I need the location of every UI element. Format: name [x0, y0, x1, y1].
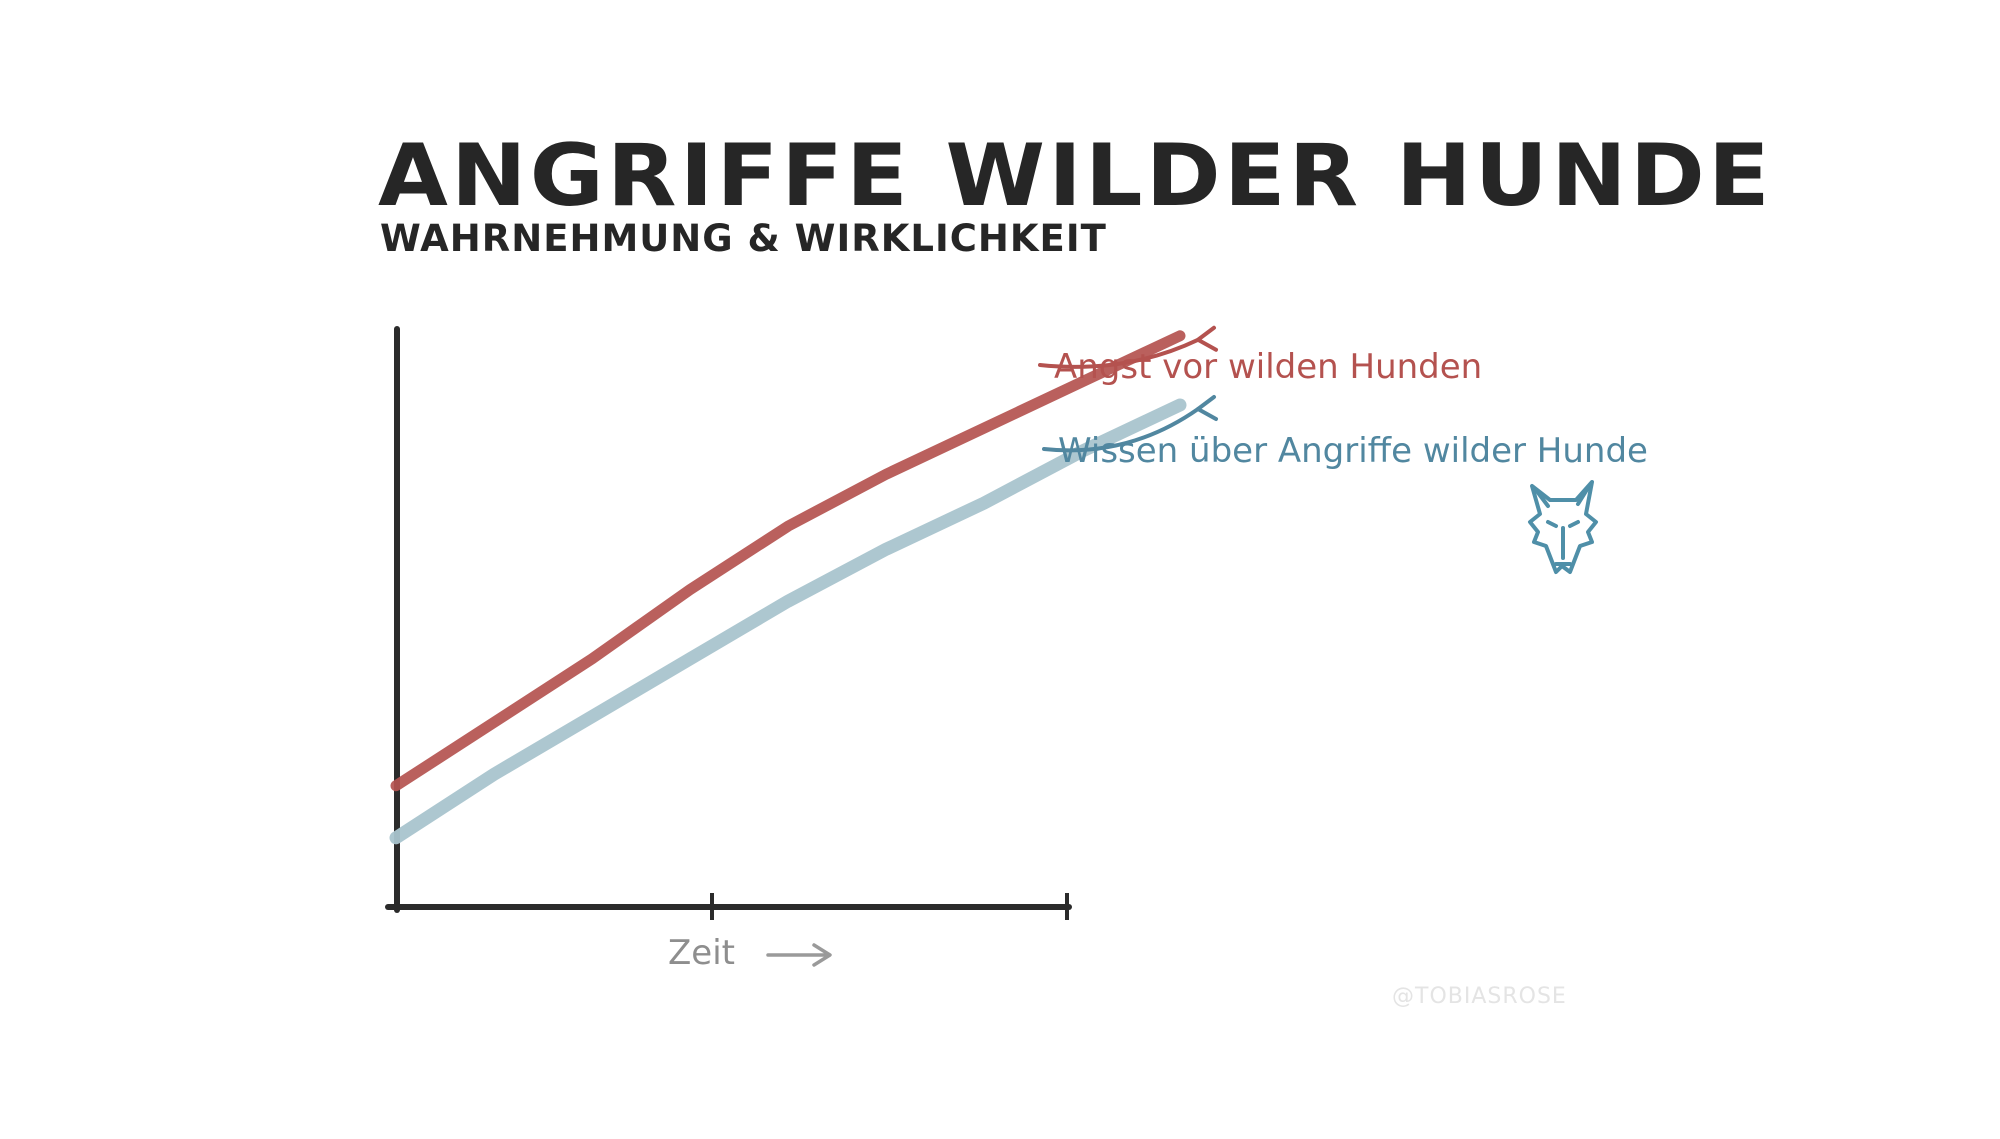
- series-label-2: Wissen über Angriffe wilder Hunde: [1058, 431, 1648, 471]
- dog-snout: [1554, 526, 1572, 566]
- author-credit: @TOBIASROSE: [1392, 984, 1567, 1009]
- chart-subtitle: WAHRNEHMUNG & WIRKLICHKEIT: [380, 217, 1107, 260]
- dog-head-outline: [1528, 480, 1598, 574]
- series-lines: [389, 330, 1187, 845]
- label-arrowhead-2: [1196, 395, 1218, 422]
- label-arrowhead-1: [1196, 325, 1218, 352]
- chart-title: ANGRIFFE WILDER HUNDE: [378, 126, 1773, 226]
- series-label-1: Angst vor wilden Hunden: [1054, 347, 1482, 387]
- wild-dog-icon: [1528, 480, 1598, 574]
- series-line-2: [389, 398, 1187, 845]
- dog-ears-inner: [1534, 486, 1590, 508]
- series-line-1: [390, 330, 1186, 792]
- dog-eyes: [1546, 520, 1580, 528]
- label-arrow-2: [1042, 407, 1200, 453]
- x-axis-arrow: [766, 943, 832, 967]
- label-arrow-1: [1038, 337, 1200, 369]
- series-labels: Angst vor wilden Hunden Wissen über Angri…: [1038, 325, 1648, 471]
- wild-dog-icon-drawing: [1528, 480, 1598, 574]
- axes: Zeit: [385, 326, 1072, 973]
- x-axis-label: Zeit: [668, 933, 735, 973]
